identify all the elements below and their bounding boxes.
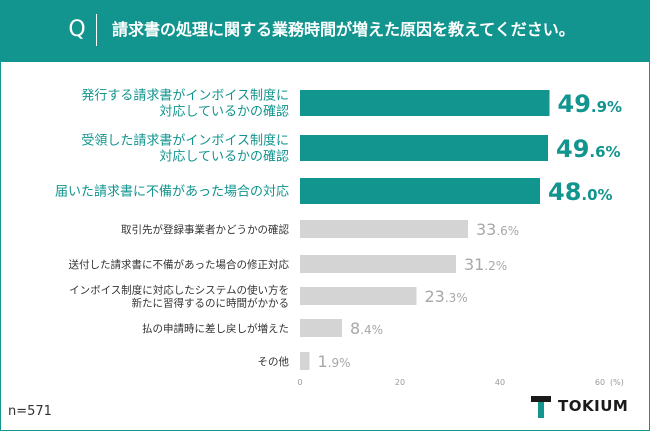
value-label-1: 49.6%	[556, 135, 621, 163]
value-label-6: 8.4%	[350, 319, 383, 338]
x-tick-label-3: 60	[595, 378, 605, 387]
bar-1	[300, 135, 548, 161]
x-tick-label-1: 20	[395, 378, 405, 387]
question-icon: Q	[68, 17, 86, 42]
category-label-1: 受領した請求書がインボイス制度に対応しているかの確認	[81, 133, 289, 165]
category-label-7: その他	[258, 355, 290, 368]
x-tick-label-2: 40	[495, 378, 505, 387]
value-label-7: 1.9%	[318, 352, 351, 371]
bar-2	[300, 178, 540, 204]
x-tick-label-0: 0	[297, 378, 302, 387]
category-label-6: 払の申請時に差し戻しが増えた	[142, 322, 289, 335]
category-label-3: 取引先が登録事業者かどうかの確認	[121, 223, 289, 236]
value-label-5: 23.3%	[425, 287, 468, 306]
page-title: 請求書の処理に関する業務時間が増えた原因を教えてください。	[112, 20, 575, 39]
bar-5	[300, 287, 417, 305]
sample-size: n=571	[8, 404, 52, 419]
category-label-4: 送付した請求書に不備があった場合の修正対応	[69, 258, 290, 271]
value-label-0: 49.9%	[558, 90, 623, 118]
value-label-4: 31.2%	[464, 255, 507, 274]
bar-3	[300, 220, 468, 238]
bar-7	[300, 352, 310, 370]
bar-0	[300, 90, 550, 116]
header-divider	[96, 14, 97, 46]
category-label-0: 発行する請求書がインボイス制度に対応しているかの確認	[81, 88, 289, 120]
value-label-3: 33.6%	[476, 220, 519, 239]
x-axis-unit: (%)	[610, 378, 624, 387]
header-banner: Q 請求書の処理に関する業務時間が増えた原因を教えてください。	[0, 0, 650, 62]
brand-name: TOKIUM	[558, 397, 629, 415]
tokium-logo-icon	[531, 396, 551, 418]
category-label-2: 届いた請求書に不備があった場合の対応	[55, 184, 289, 200]
value-label-2: 48.0%	[548, 178, 613, 206]
bar-4	[300, 255, 456, 273]
category-label-5: インボイス制度に対応したシステムの使い方を新たに習得するのに時間がかかる	[69, 283, 289, 309]
bar-6	[300, 319, 342, 337]
